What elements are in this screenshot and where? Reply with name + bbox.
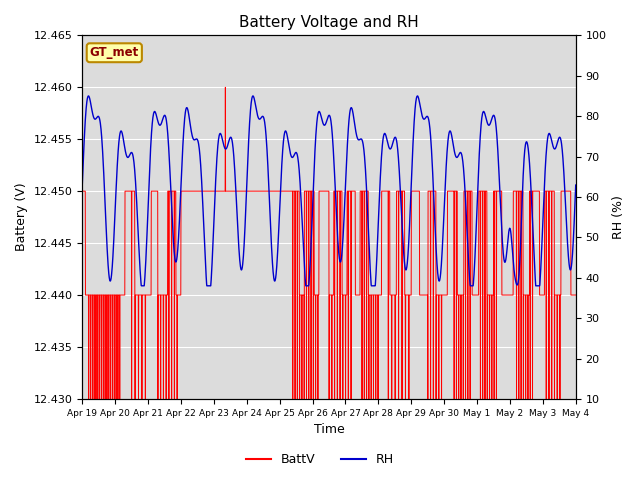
BattV — [221, 84, 229, 90]
RH — [79, 182, 86, 188]
Line: RH: RH — [83, 96, 576, 286]
BattV — [542, 396, 550, 402]
Y-axis label: RH (%): RH (%) — [612, 195, 625, 239]
RH — [84, 93, 92, 99]
BattV — [216, 188, 224, 194]
Legend: BattV, RH: BattV, RH — [241, 448, 399, 471]
BattV — [572, 292, 580, 298]
RH — [343, 146, 351, 152]
Text: GT_met: GT_met — [90, 46, 139, 59]
BattV — [343, 188, 351, 194]
BattV — [472, 292, 480, 298]
BattV — [85, 396, 93, 402]
BattV — [529, 396, 536, 402]
RH — [138, 283, 145, 288]
RH — [216, 131, 224, 136]
Y-axis label: Battery (V): Battery (V) — [15, 183, 28, 252]
Line: BattV: BattV — [83, 87, 576, 399]
RH — [572, 182, 580, 188]
Title: Battery Voltage and RH: Battery Voltage and RH — [239, 15, 419, 30]
X-axis label: Time: Time — [314, 423, 344, 436]
RH — [472, 223, 480, 228]
BattV — [79, 188, 86, 194]
RH — [529, 219, 536, 225]
BattV — [354, 292, 362, 298]
RH — [542, 150, 550, 156]
RH — [354, 136, 362, 142]
